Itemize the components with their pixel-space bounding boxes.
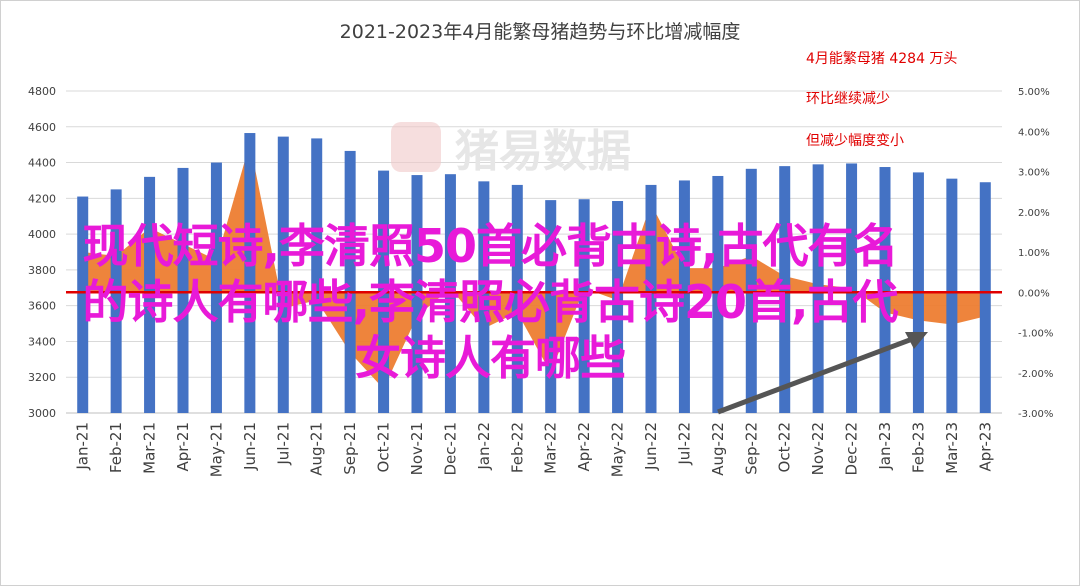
- bar: [277, 136, 289, 413]
- x-tick-label: Nov-21: [408, 422, 426, 475]
- bar: [946, 178, 958, 413]
- watermark-group: 猪易数据: [391, 122, 631, 177]
- bar: [311, 138, 323, 413]
- trend-arrow-line: [717, 335, 916, 415]
- bar: [645, 184, 657, 413]
- x-tick-label: Apr-23: [976, 422, 994, 472]
- x-tick-label: Apr-22: [575, 422, 593, 472]
- mom-change-area: [82, 143, 986, 389]
- x-tick-label: May-21: [207, 422, 225, 477]
- right-tick-label: -1.00%: [1018, 329, 1053, 340]
- trend-arrow-head: [905, 332, 928, 349]
- overlay-line-2: 的诗人有哪些,李清照必背古诗20首,古代: [82, 275, 899, 329]
- x-tick-label: Jan-21: [74, 422, 92, 471]
- left-tick-label: 3000: [28, 407, 56, 420]
- bar: [879, 167, 891, 413]
- bar: [177, 167, 189, 413]
- bar: [712, 175, 724, 413]
- bar: [846, 163, 858, 413]
- trend-arrow: [717, 332, 928, 415]
- x-tick-label: Oct-21: [375, 422, 393, 472]
- x-tick-label: Mar-21: [141, 422, 159, 474]
- overlay-caption: 现代短诗,李清照50首必背古诗,古代有名 的诗人有哪些,李清照必背古诗20首,古…: [20, 218, 960, 386]
- right-axis-ticks: -3.00% -2.00% -1.00% 0.00% 1.00% 2.00% 3.00% 4.…: [1018, 87, 1053, 420]
- left-tick-label: 3800: [28, 264, 56, 277]
- x-tick-label: Oct-22: [776, 422, 794, 472]
- bar: [444, 174, 456, 413]
- bar: [678, 180, 690, 413]
- area-path: [82, 143, 986, 389]
- x-tick-label: Jan-22: [475, 422, 493, 471]
- left-tick-label: 4200: [28, 192, 56, 205]
- left-tick-label: 4000: [28, 228, 56, 241]
- left-tick-label: 3600: [28, 300, 56, 313]
- chart-title: 2021-2023年4月能繁母猪趋势与环比增减幅度: [340, 21, 741, 43]
- annotations: 4月能繁母猪 4284 万头 环比继续减少 但减少幅度变小: [806, 51, 957, 149]
- right-tick-label: 0.00%: [1018, 288, 1050, 299]
- bar: [745, 168, 757, 413]
- right-tick-label: 4.00%: [1018, 127, 1050, 138]
- overlay-line-1: 现代短诗,李清照50首必背古诗,古代有名: [82, 219, 899, 273]
- x-tick-label: Sep-22: [742, 422, 760, 475]
- bar: [478, 181, 490, 413]
- overlay-line-3: 女诗人有哪些: [355, 331, 626, 385]
- x-tick-label: Jul-22: [675, 422, 693, 466]
- left-tick-label: 4400: [28, 157, 56, 170]
- left-tick-label: 3400: [28, 335, 56, 348]
- right-tick-label: 2.00%: [1018, 208, 1050, 219]
- bar: [110, 189, 122, 413]
- right-tick-label: 5.00%: [1018, 87, 1050, 98]
- bar: [210, 162, 222, 413]
- left-tick-label: 4800: [28, 85, 56, 98]
- bar: [578, 199, 590, 413]
- bar: [77, 196, 89, 413]
- x-tick-label: Feb-21: [107, 422, 125, 473]
- x-axis-ticks: Jan-21 Feb-21 Mar-21 Apr-21 May-21 Jun-21 Jul-…: [74, 422, 995, 477]
- watermark-logo: [391, 122, 441, 172]
- x-tick-label: Feb-22: [508, 422, 526, 473]
- x-tick-label: Dec-21: [441, 422, 459, 476]
- x-tick-label: Jul-21: [274, 422, 292, 466]
- x-tick-label: Jun-21: [241, 422, 259, 471]
- x-tick-label: Mar-23: [943, 422, 961, 474]
- right-tick-label: -3.00%: [1018, 409, 1053, 420]
- x-tick-label: Sep-21: [341, 422, 359, 475]
- annotation-line-2: 环比继续减少: [806, 90, 890, 107]
- watermark-text: 猪易数据: [455, 126, 631, 177]
- bar: [545, 200, 557, 413]
- left-axis-ticks: 3000 3200 3400 3600 3800 4000 4200 4400 4600 4800: [28, 85, 56, 420]
- bar: [779, 166, 791, 413]
- bar: [979, 182, 991, 413]
- x-tick-label: Nov-22: [809, 422, 827, 475]
- bar: [511, 184, 523, 413]
- bar: [812, 164, 824, 413]
- x-tick-label: Aug-21: [308, 422, 326, 476]
- bar: [411, 175, 423, 413]
- right-tick-label: -2.00%: [1018, 369, 1053, 380]
- annotation-line-3: 但减少幅度变小: [806, 133, 904, 149]
- x-tick-label: Apr-21: [174, 422, 192, 472]
- x-tick-label: Mar-22: [542, 422, 560, 474]
- left-tick-label: 4600: [28, 121, 56, 134]
- bar: [244, 133, 256, 414]
- x-tick-label: Dec-22: [843, 422, 861, 476]
- right-tick-label: 1.00%: [1018, 248, 1050, 259]
- left-tick-label: 3200: [28, 371, 56, 384]
- x-tick-label: May-22: [609, 422, 627, 477]
- x-tick-label: Aug-22: [709, 422, 727, 476]
- x-tick-label: Feb-23: [909, 422, 927, 473]
- right-tick-label: 3.00%: [1018, 168, 1050, 179]
- bar: [344, 150, 356, 413]
- bar: [144, 176, 156, 413]
- bar: [612, 201, 624, 413]
- x-tick-label: Jun-22: [642, 422, 660, 471]
- annotation-line-1: 4月能繁母猪 4284 万头: [806, 51, 957, 67]
- x-tick-label: Jan-23: [876, 422, 894, 471]
